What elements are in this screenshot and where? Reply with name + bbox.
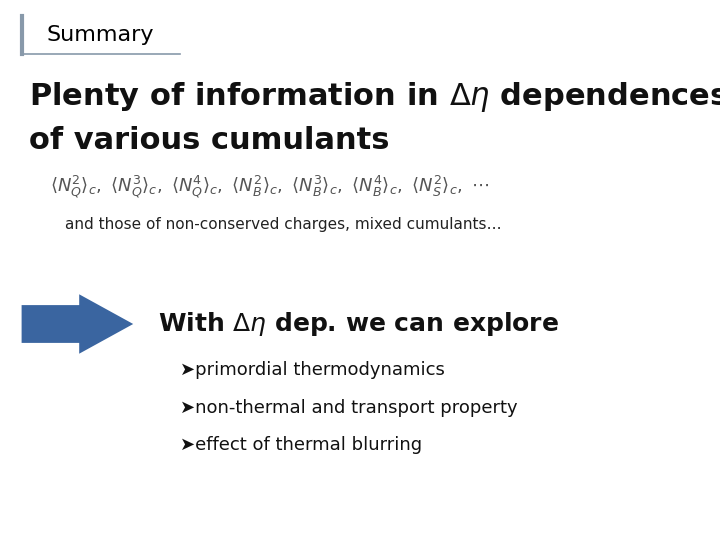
Text: Plenty of information in $\Delta\eta$ dependences: Plenty of information in $\Delta\eta$ de… [29,80,720,114]
Text: ➤non-thermal and transport property: ➤non-thermal and transport property [180,399,518,417]
Text: $\langle N_Q^2\rangle_c,\ \langle N_Q^3\rangle_c,\ \langle N_Q^4\rangle_c,\ \lan: $\langle N_Q^2\rangle_c,\ \langle N_Q^3\… [50,173,490,200]
Text: and those of non-conserved charges, mixed cumulants…: and those of non-conserved charges, mixe… [65,217,501,232]
Text: of various cumulants: of various cumulants [29,126,390,155]
Polygon shape [22,294,133,354]
Text: Summary: Summary [47,25,154,45]
Text: ➤effect of thermal blurring: ➤effect of thermal blurring [180,436,422,455]
Text: With $\Delta\eta$ dep. we can explore: With $\Delta\eta$ dep. we can explore [158,310,559,338]
Text: ➤primordial thermodynamics: ➤primordial thermodynamics [180,361,445,379]
